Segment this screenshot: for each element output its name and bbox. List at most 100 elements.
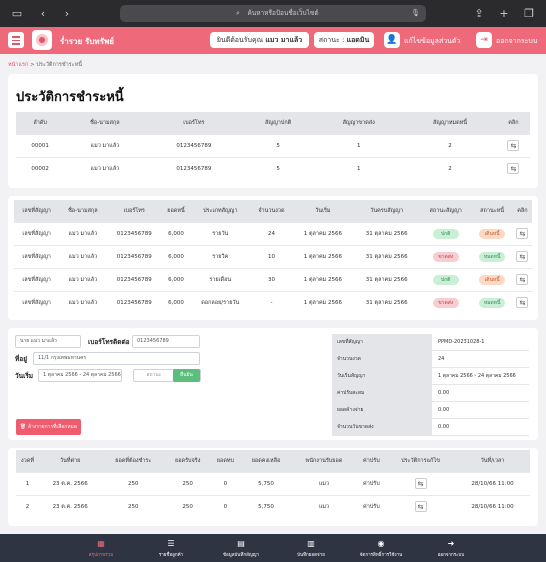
table-row: 00001 แมว มาแล้ว 0123456789 5 1 2 ⇆ (16, 133, 530, 157)
table-cell: แมว มาแล้ว (59, 290, 107, 314)
table-cell: 23 ต.ค. 2566 (38, 494, 102, 518)
nav-item-dashboard[interactable]: ▦ สรุปภาพรวม (66, 534, 136, 562)
badge-cell: เดินหนี้ (471, 267, 513, 291)
history-icon[interactable]: ⇆ (516, 228, 529, 239)
date-range-field[interactable]: 1 ตุลาคม 2566 - 24 ตุลาคม 2566 (38, 369, 122, 382)
table-cell: 31 ตุลาคม 2566 (353, 267, 420, 291)
badge-cell: ปกติ (419, 221, 472, 245)
menu-button[interactable] (8, 32, 24, 48)
brand-logo (32, 30, 52, 50)
profile-icon[interactable]: 👤 (384, 32, 400, 48)
action-cell: ⇆ (386, 494, 455, 518)
edit-profile-link[interactable]: แก้ไขข้อมูลส่วนตัว (404, 37, 461, 45)
nav-item-customer-list[interactable]: ☰ รายชื่อลูกค้า (136, 534, 206, 562)
column-header: ยอดทบ (210, 450, 241, 472)
action-cell: ⇆ (512, 244, 532, 268)
dashboard-icon: ▦ (97, 539, 105, 548)
table-row: 2 23 ต.ค. 2566 250 250 0 5,750 แมว ค่าปรับ ⇆ 28/1… (16, 494, 530, 518)
table-cell: 6,000 (162, 244, 190, 268)
history-icon[interactable]: ⇆ (516, 297, 529, 309)
badge-cell: ปกติ (419, 267, 472, 291)
browser-toolbar: ▭ ‹ › ⌕ ค้นหาหรือป้อนชื่อเว็บไซต์ 🎙 ⇪ + … (0, 0, 546, 27)
table-cell: แมว (291, 494, 357, 518)
clear-selection-label: ล้างรายการที่เลือกหมด (27, 424, 78, 430)
table-cell: 250 (101, 471, 166, 495)
nav-item-payment-record[interactable]: ▥ บันทึกยอดจ่าย (276, 534, 346, 562)
welcome-prefix: ยินดีต้อนรับคุณ (216, 36, 264, 44)
address-field[interactable]: 11/1 กรุงเทพมหานคร (33, 352, 200, 365)
column-header: งวดที่ (16, 450, 39, 472)
contract-status-badge: ขาดส่ง (432, 251, 459, 262)
table-row: เลขที่สัญญา แมว มาแล้ว 0123456789 6,000 รายว… (14, 221, 532, 245)
address-bar[interactable]: ⌕ ค้นหาหรือป้อนชื่อเว็บไซต์ 🎙 (120, 5, 426, 22)
table-cell: 23 ต.ค. 2566 (38, 471, 102, 495)
share-icon[interactable]: ⇪ (474, 7, 484, 20)
table-cell: 0 (210, 494, 241, 518)
table-cell: แมว มาแล้ว (59, 267, 107, 291)
column-header: สถานะสัญญา (419, 200, 472, 222)
history-icon[interactable]: ⇆ (507, 163, 520, 175)
mic-icon[interactable]: 🎙 (411, 9, 420, 17)
column-header: ชื่อ-นามสกุล (64, 112, 146, 134)
table-cell: 250 (101, 494, 166, 518)
forward-icon[interactable]: › (64, 7, 70, 20)
permission-icon: ◉ (377, 539, 385, 548)
nav-label: ออกจากระบบ (437, 553, 465, 558)
breadcrumb-current: ประวัติการชำระหนี้ (36, 62, 82, 68)
clear-selection-button[interactable]: 🗑 ล้างรายการที่เลือกหมด (16, 419, 81, 435)
table-cell: แมว มาแล้ว (59, 221, 107, 245)
status-prefix: สถานะ : (318, 36, 345, 44)
confirm-button[interactable]: ยืนยัน (173, 369, 200, 382)
table-cell: 6,000 (162, 267, 190, 291)
info-row: จำนวนงวด 24 (332, 351, 529, 368)
table-cell: แมว มาแล้ว (59, 244, 107, 268)
phone-field[interactable]: 0123456789 (132, 335, 200, 348)
table-cell: 00001 (16, 133, 65, 157)
name-field[interactable]: นาย แมว มาแล้ว (15, 335, 81, 348)
address-placeholder: ค้นหาหรือป้อนชื่อเว็บไซต์ (247, 9, 319, 17)
info-row: เลขที่สัญญา PPMD-20231028-1 (332, 334, 529, 351)
start-date-label: วันเริ่ม (15, 372, 34, 380)
table-cell: แมว มาแล้ว (64, 133, 146, 157)
column-header: เบอร์โทร (106, 200, 163, 222)
history-icon[interactable]: ⇆ (516, 251, 529, 262)
history-icon[interactable]: ⇆ (507, 140, 520, 151)
history-icon[interactable]: ⇆ (516, 274, 529, 285)
table-cell: เลขที่สัญญา (14, 290, 60, 314)
logout-link[interactable]: ออกจากระบบ (496, 37, 538, 45)
table-cell: เลขที่สัญญา (14, 267, 60, 291)
table-row: เลขที่สัญญา แมว มาแล้ว 0123456789 6,000 ดอกล… (14, 290, 532, 314)
new-tab-icon[interactable]: + (499, 7, 509, 20)
column-header: ยอดที่ต้องชำระ (101, 450, 166, 472)
action-cell: ⇆ (496, 156, 530, 180)
column-header: คลิก (496, 112, 530, 134)
search-icon: ⌕ (236, 9, 240, 17)
history-icon[interactable]: ⇆ (414, 478, 427, 489)
action-cell: ⇆ (386, 471, 455, 495)
breadcrumb: หน้าแรก > ประวัติการชำระหนี้ (8, 61, 82, 69)
table-cell: 0123456789 (106, 221, 163, 245)
table-cell: 6,000 (162, 221, 190, 245)
info-value: 0.00 (438, 407, 450, 413)
table-cell: 2 (16, 494, 39, 518)
history-icon[interactable]: ⇆ (414, 501, 427, 513)
sidebar-icon[interactable]: ▭ (11, 7, 23, 20)
customer-list-icon: ☰ (167, 539, 175, 548)
table-cell: 250 (165, 471, 211, 495)
table-cell: 5,750 (240, 471, 292, 495)
logout-icon[interactable]: ⇥ (476, 32, 492, 48)
column-header: ยอดคงเหลือ (240, 450, 292, 472)
back-icon[interactable]: ‹ (40, 7, 46, 20)
nav-item-contract[interactable]: ▤ ข้อมูลบันทึกสัญญา (206, 534, 276, 562)
nav-item-logout[interactable]: ➜ ออกจากระบบ (416, 534, 486, 562)
tabs-icon[interactable]: ❐ (524, 7, 534, 20)
table-cell: แมว มาแล้ว (64, 156, 146, 180)
column-header: ลำดับ (16, 112, 65, 134)
page-title: ประวัติการชำระหนี้ (16, 90, 124, 105)
nav-item-permission[interactable]: ◉ จัดการสิทธิ์การใช้งาน (346, 534, 416, 562)
column-header: จำนวนงวด (250, 200, 293, 222)
table-cell: 10 (250, 244, 293, 268)
nav-label: รายชื่อลูกค้า (158, 553, 184, 558)
contract-status-badge: ขาดส่ง (432, 297, 459, 308)
breadcrumb-home[interactable]: หน้าแรก (8, 62, 29, 68)
